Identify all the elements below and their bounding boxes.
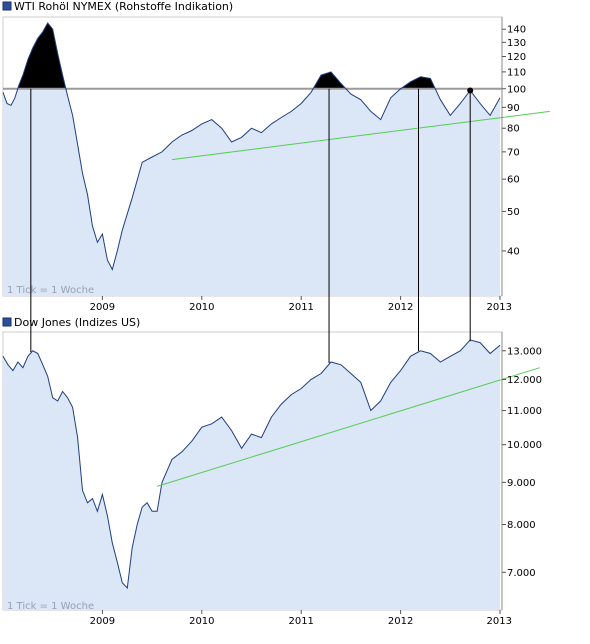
trendline <box>171 110 550 161</box>
y-tick-label: 50 <box>507 207 520 218</box>
panel-dow: Dow Jones (Indizes US) 13.000 12.000 11.00… <box>2 316 542 627</box>
x-tick-label: 2013 <box>487 302 512 313</box>
area-fill <box>3 339 501 610</box>
y-tick-label: 12.000 <box>507 375 542 386</box>
trendline-wti <box>171 110 550 161</box>
x-ticks-wti: 2009 2010 2011 2012 2013 <box>90 296 512 313</box>
y-tick-label: 10.000 <box>507 440 542 451</box>
series-line-dow <box>2 339 501 590</box>
y-tick-label: 7.000 <box>507 568 536 579</box>
tick-note-dow: 1 Tick = 1 Woche <box>7 601 94 612</box>
y-tick-label: 9.000 <box>507 478 536 489</box>
x-tick-label: 2012 <box>388 616 413 627</box>
series-line-wti <box>2 22 501 271</box>
y-tick-label: 140 <box>507 25 526 36</box>
trendline-dow <box>156 367 540 487</box>
y-tick-label: 130 <box>507 38 526 49</box>
x-ticks-dow: 2009 2010 2011 2012 2013 <box>90 610 512 627</box>
y-tick-label: 100 <box>507 84 526 95</box>
x-tick-label: 2011 <box>288 302 313 313</box>
chart-title-wti: WTI Rohöl NYMEX (Rohstoffe Indikation) <box>14 0 233 13</box>
legend-swatch-dow <box>2 317 12 327</box>
series-line <box>2 339 501 590</box>
y-tick-label: 11.000 <box>507 406 542 417</box>
x-tick-label: 2009 <box>90 302 115 313</box>
y-tick-label: 80 <box>507 124 520 135</box>
x-tick-label: 2010 <box>189 616 214 627</box>
y-ticks-dow: 13.000 12.000 11.000 10.000 9.000 8.000 7.000 <box>502 346 542 579</box>
y-tick-label: 40 <box>507 246 520 257</box>
x-tick-label: 2012 <box>388 302 413 313</box>
trendline <box>156 367 540 487</box>
x-tick-label: 2011 <box>288 616 313 627</box>
x-tick-label: 2009 <box>90 616 115 627</box>
area-fill <box>3 23 501 296</box>
tick-note-wti: 1 Tick = 1 Woche <box>7 285 94 296</box>
y-tick-label: 8.000 <box>507 520 536 531</box>
panel-wti: WTI Rohöl NYMEX (Rohstoffe Indikation) 1… <box>2 0 550 313</box>
y-tick-label: 90 <box>507 103 520 114</box>
chart-title-dow: Dow Jones (Indizes US) <box>14 316 140 329</box>
y-tick-label: 13.000 <box>507 346 542 357</box>
legend-swatch-wti <box>2 1 12 11</box>
series-line <box>2 22 501 271</box>
y-tick-label: 70 <box>507 147 520 158</box>
area-fill-dow <box>3 339 501 610</box>
y-tick-label: 110 <box>507 67 526 78</box>
x-tick-label: 2010 <box>189 302 214 313</box>
y-tick-label: 120 <box>507 52 526 63</box>
y-ticks-wti: 140 130 120 110 100 90 80 70 60 50 40 <box>502 25 526 257</box>
y-tick-label: 60 <box>507 175 520 186</box>
x-tick-label: 2013 <box>487 616 512 627</box>
peak-connector-lines <box>30 88 471 364</box>
